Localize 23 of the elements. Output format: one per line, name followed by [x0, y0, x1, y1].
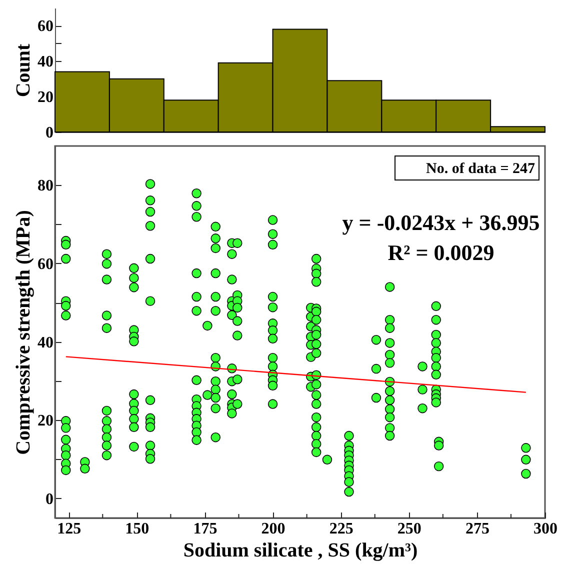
x-tick-label: 250	[397, 520, 422, 538]
y-tick-label: 60	[38, 18, 54, 36]
x-axis-title: Sodium silicate , SS (kg/m³)	[183, 540, 418, 562]
y-tick-label: 40	[38, 334, 54, 352]
y-tick-label: 60	[38, 256, 54, 273]
y-tick-label: 20	[38, 89, 54, 106]
annotation: No. of data = 247	[426, 161, 536, 177]
x-tick-label: 125	[57, 520, 82, 538]
y-axis-title: Count	[12, 43, 34, 98]
x-tick-label: 225	[329, 520, 354, 538]
y-tick-label: 0	[46, 490, 54, 508]
y-tick-label: 80	[38, 178, 54, 195]
y-tick-label: 0	[46, 124, 54, 142]
x-tick-label: 200	[261, 520, 286, 538]
y-axis-title: Compressive strength (MPa)	[12, 210, 34, 455]
annotation: R² = 0.0029	[388, 240, 494, 265]
y-tick-label: 40	[38, 54, 54, 71]
x-tick-label: 150	[125, 520, 150, 538]
y-tick-label: 20	[38, 412, 54, 430]
x-tick-label: 175	[193, 520, 218, 538]
x-tick-label: 275	[465, 520, 490, 538]
annotation: y = -0.0243x + 36.995	[342, 210, 540, 235]
x-tick-label: 300	[534, 520, 558, 538]
